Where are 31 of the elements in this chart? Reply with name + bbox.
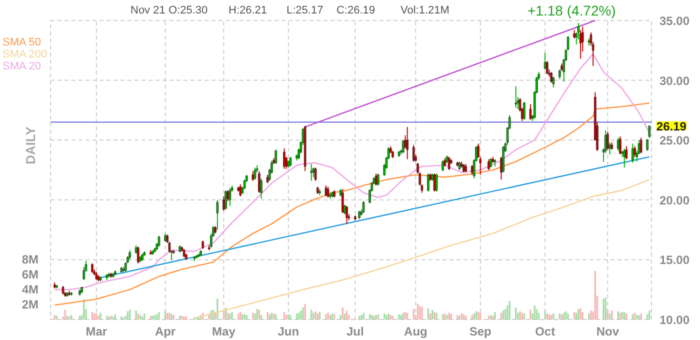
text: +1.18 (4.72%) — [528, 2, 616, 18]
y2-tick-label: 2M — [22, 298, 39, 312]
y-tick-label: 20.00 — [660, 193, 690, 208]
x-tick-label: Nov — [596, 324, 620, 338]
x-tick-label: May — [212, 324, 236, 338]
x-tick-label: Apr — [154, 324, 176, 338]
text: DAILY — [23, 126, 38, 164]
annotation: 26.19 — [656, 119, 687, 134]
y2-tick-label: 8M — [22, 252, 39, 267]
y-tick-label: 10.00 — [660, 313, 690, 327]
y-tick-label: 15.00 — [660, 253, 690, 268]
y-tick-label: 35.00 — [660, 14, 690, 28]
text: Nov 21 — [130, 4, 166, 16]
y2-tick-label: 4M — [22, 282, 39, 297]
x-tick-label: Aug — [404, 324, 428, 338]
text: L:25.17 — [286, 4, 324, 16]
y-tick-label: 25.00 — [660, 134, 690, 148]
x-tick-label: Sep — [469, 324, 492, 338]
x-tick-label: Jun — [278, 324, 300, 338]
text: O:25.30 — [168, 4, 208, 16]
text: SMA 200 — [2, 48, 48, 60]
text: SMA 50 — [2, 36, 42, 48]
text: H:26.21 — [228, 4, 268, 16]
x-tick-label: Jul — [346, 324, 364, 338]
text: C:26.19 — [336, 4, 376, 16]
text: SMA 20 — [2, 60, 42, 72]
x-tick-label: Oct — [535, 324, 556, 338]
text: Vol:1.21M — [400, 4, 450, 16]
x-tick-label: Mar — [86, 324, 108, 338]
y-tick-label: 30.00 — [660, 74, 690, 88]
y2-tick-label: 6M — [22, 268, 39, 282]
